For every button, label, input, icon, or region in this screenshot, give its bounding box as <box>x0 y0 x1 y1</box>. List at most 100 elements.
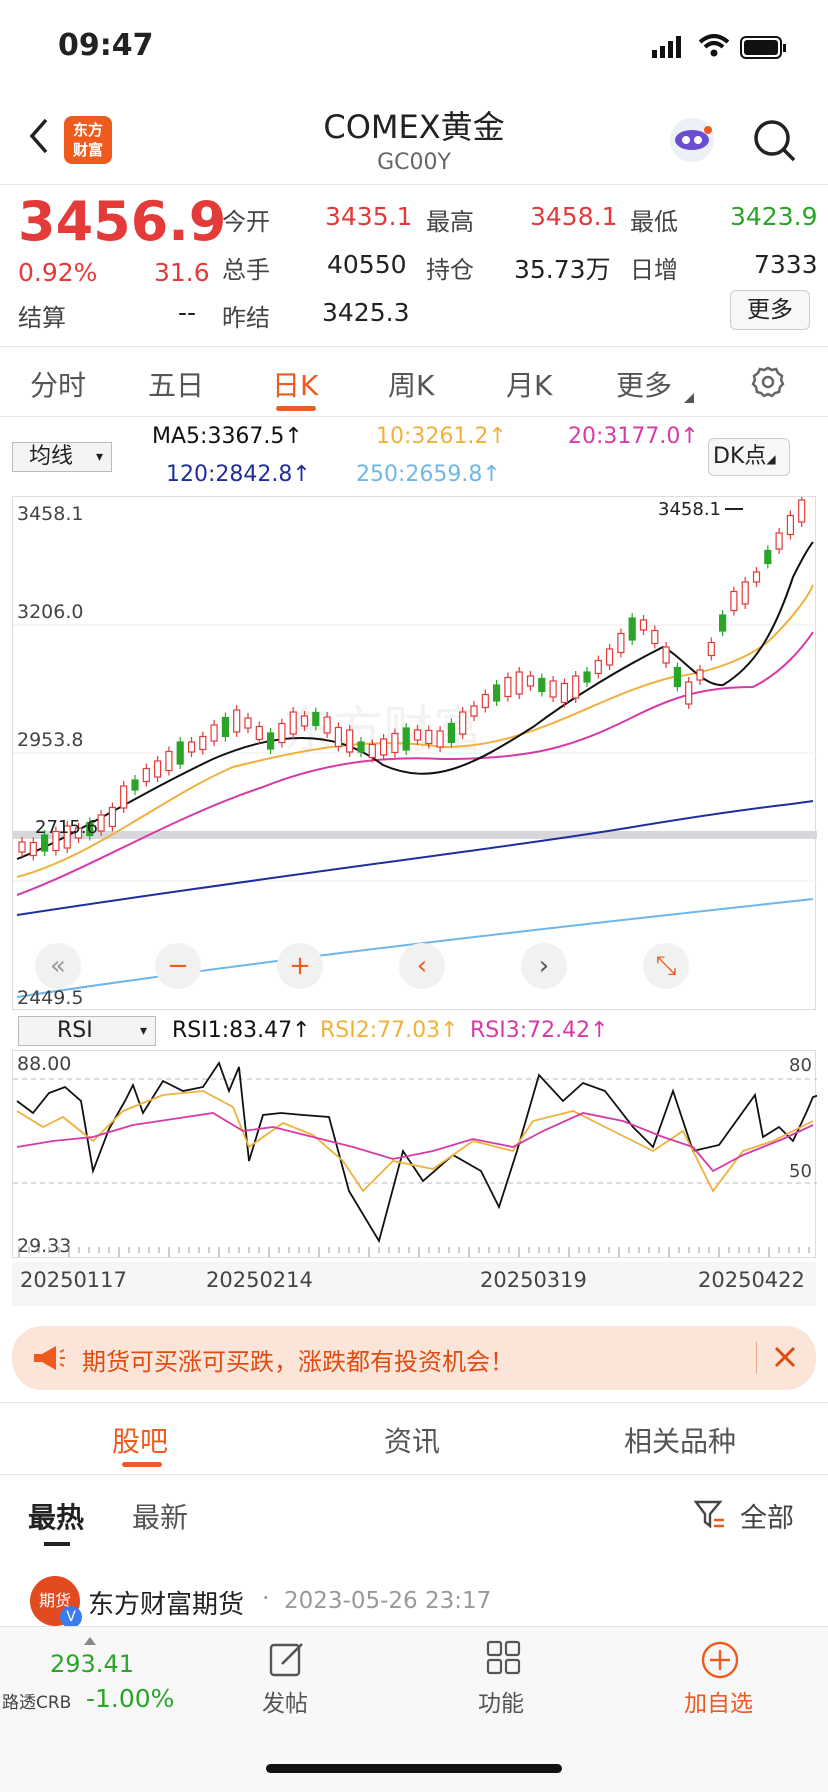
date-axis-row <box>12 1262 816 1306</box>
candle <box>470 705 478 717</box>
post-author[interactable]: 东方财富期货 <box>88 1590 245 1620</box>
scroll-right-button[interactable]: › <box>521 943 567 989</box>
back-icon[interactable] <box>26 116 50 160</box>
candle <box>583 671 591 683</box>
candle <box>312 711 320 727</box>
more-button[interactable]: 更多 <box>730 290 810 330</box>
megaphone-icon <box>32 1344 66 1376</box>
candle <box>244 717 252 729</box>
grid-icon[interactable] <box>486 1640 522 1680</box>
candle <box>413 729 422 741</box>
tab-news[interactable]: 资讯 <box>384 1425 441 1458</box>
function-label[interactable]: 功能 <box>478 1691 524 1717</box>
tab-intraday[interactable]: 分时 <box>30 369 87 402</box>
search-icon[interactable] <box>752 118 798 168</box>
tab-more[interactable]: 更多 <box>616 369 673 402</box>
post-icon[interactable] <box>268 1640 306 1682</box>
battery-icon <box>740 36 788 64</box>
scroll-left-button[interactable]: ‹ <box>399 943 445 989</box>
candle <box>662 646 670 664</box>
add-watchlist-icon[interactable] <box>700 1640 740 1684</box>
rsi-selector-label: RSI <box>57 1018 93 1043</box>
add-watchlist-label[interactable]: 加自选 <box>684 1691 753 1717</box>
candle <box>730 590 738 612</box>
y-label-bottom: 2449.5 <box>17 987 84 1009</box>
candle <box>493 684 501 702</box>
candle <box>334 726 342 748</box>
candle <box>142 767 150 783</box>
promo-banner[interactable]: 期货可买涨可买跌，涨跌都有投资机会！ <box>12 1326 816 1390</box>
candle <box>391 732 399 754</box>
candle <box>402 727 410 751</box>
candle <box>267 732 275 750</box>
rsi-selector[interactable]: RSI ▾ <box>18 1016 156 1046</box>
post-time: 2023-05-26 23:17 <box>284 1588 492 1614</box>
ma250-value: 250:2659.8↑ <box>356 462 501 487</box>
tab-related[interactable]: 相关品种 <box>624 1425 737 1458</box>
date-label-1: 20250117 <box>20 1268 127 1292</box>
dk-point-label: DK点 <box>713 444 767 469</box>
app-logo[interactable]: 东方 财富 <box>64 116 112 164</box>
candle <box>617 632 625 654</box>
index-name[interactable]: 路透CRB <box>2 1693 72 1713</box>
date-label-4: 20250422 <box>698 1268 805 1292</box>
daily-increase-label: 日增 <box>630 256 678 284</box>
candle <box>380 738 388 756</box>
ma120-value: 120:2842.8↑ <box>166 462 311 487</box>
index-value[interactable]: 293.41 <box>50 1650 134 1678</box>
tab-daily-k[interactable]: 日K <box>272 369 319 402</box>
gear-icon[interactable] <box>750 364 786 404</box>
open-interest-label: 持仓 <box>426 256 474 284</box>
candle <box>696 669 704 681</box>
daily-increase-value: 7333 <box>754 250 818 279</box>
tab-weekly-k[interactable]: 周K <box>388 369 435 402</box>
volume-label: 总手 <box>222 256 270 284</box>
y-label-middle: 2953.8 <box>17 729 84 751</box>
signal-icon <box>652 36 688 62</box>
candle <box>165 750 173 772</box>
candle <box>673 666 682 688</box>
zoom-in-button[interactable]: + <box>277 943 323 989</box>
dk-point-button[interactable]: DK点◢ <box>708 438 790 476</box>
kline-chart[interactable]: 东方财富 3458.1 2715.6 3458.1 3206.0 2953.8 … <box>12 496 817 1010</box>
scroll-far-left-button[interactable]: « <box>35 943 81 989</box>
robot-avatar-icon[interactable] <box>668 116 716 168</box>
filter-icon[interactable] <box>693 1498 726 1534</box>
rsi-chart[interactable]: 88.00 29.33 80 50 <box>12 1050 817 1258</box>
candle <box>515 671 523 695</box>
candle <box>798 499 806 523</box>
tab-five-day[interactable]: 五日 <box>148 369 205 402</box>
filter-label[interactable]: 全部 <box>740 1503 794 1534</box>
y-label-top: 3458.1 <box>17 503 84 525</box>
zoom-out-button[interactable]: − <box>155 943 201 989</box>
post-label[interactable]: 发帖 <box>262 1691 308 1717</box>
candle <box>221 716 229 738</box>
sub-tab-latest[interactable]: 最新 <box>132 1501 189 1534</box>
sub-tab-hot[interactable]: 最热 <box>28 1501 85 1534</box>
rsi-axis-bottom: 29.33 <box>17 1235 72 1257</box>
ma-selector[interactable]: 均线 ▾ <box>12 442 112 472</box>
page-subtitle: GC00Y <box>377 150 451 175</box>
wifi-icon <box>698 34 730 62</box>
change-abs: 31.6 <box>154 258 210 287</box>
tab-monthly-k[interactable]: 月K <box>506 369 553 402</box>
dropdown-icon: ▾ <box>95 449 103 465</box>
index-pct[interactable]: -1.00% <box>86 1684 175 1713</box>
rsi3-value: RSI3:72.42↑ <box>470 1018 609 1043</box>
candle <box>29 841 37 857</box>
candle <box>741 581 749 605</box>
candle <box>63 825 71 849</box>
candle <box>18 841 26 853</box>
tab-forum[interactable]: 股吧 <box>112 1425 169 1458</box>
candle <box>786 514 795 536</box>
rsi-axis-top: 88.00 <box>17 1053 72 1075</box>
candle <box>481 693 489 709</box>
candle <box>86 821 94 837</box>
banner-text: 期货可买涨可买跌，涨跌都有投资机会！ <box>82 1348 514 1376</box>
close-icon[interactable] <box>772 1344 798 1374</box>
candle <box>594 659 602 675</box>
candle <box>323 716 331 734</box>
expand-icon[interactable]: ⤡ <box>643 943 689 989</box>
candle <box>572 675 580 699</box>
section-tab-indicator <box>122 1462 162 1467</box>
